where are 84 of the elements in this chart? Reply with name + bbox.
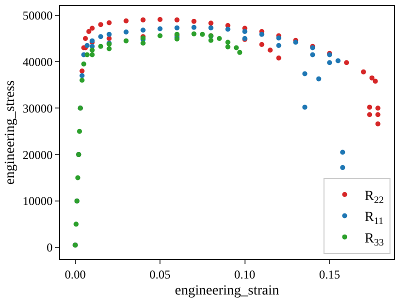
point xyxy=(302,104,308,110)
point xyxy=(86,29,92,34)
y-tick-label: 40000 xyxy=(22,54,53,69)
point xyxy=(140,17,146,22)
point xyxy=(106,46,112,52)
point xyxy=(140,28,146,33)
point xyxy=(74,222,79,227)
point xyxy=(191,31,196,36)
point xyxy=(158,26,163,32)
point xyxy=(340,150,346,155)
point xyxy=(124,18,129,24)
point xyxy=(268,48,273,53)
point xyxy=(367,104,372,110)
point xyxy=(84,42,90,48)
point xyxy=(372,78,378,84)
point xyxy=(208,25,214,30)
point xyxy=(276,42,282,48)
y-tick-label: 30000 xyxy=(22,101,53,116)
point xyxy=(80,78,85,83)
point xyxy=(225,26,230,32)
point xyxy=(80,68,85,74)
y-tick-label: 20000 xyxy=(22,148,53,162)
point xyxy=(191,24,196,30)
point xyxy=(316,76,322,82)
y-axis-title: engineering_stress xyxy=(3,80,18,185)
point xyxy=(216,36,222,41)
point xyxy=(106,20,112,26)
point xyxy=(80,73,85,78)
x-axis-title: engineering_strain xyxy=(174,284,280,299)
point xyxy=(225,40,230,45)
point xyxy=(302,71,308,76)
point xyxy=(75,175,80,180)
point xyxy=(98,44,104,49)
point xyxy=(90,48,95,53)
point xyxy=(90,52,95,58)
point xyxy=(344,60,350,66)
point xyxy=(375,112,380,118)
point xyxy=(81,62,86,67)
x-tick-label: 0.05 xyxy=(150,267,171,282)
point xyxy=(106,36,112,41)
point xyxy=(124,30,129,34)
point xyxy=(191,18,196,24)
point xyxy=(200,32,205,37)
legend-label: R$_{11}$ xyxy=(364,210,384,228)
point xyxy=(174,25,180,30)
point xyxy=(77,128,82,134)
point xyxy=(90,26,95,31)
point xyxy=(225,44,230,50)
point xyxy=(259,32,264,37)
legend-label: R$_{22}$ xyxy=(364,189,384,206)
point xyxy=(367,112,372,118)
point xyxy=(310,52,316,58)
point xyxy=(82,36,88,41)
legend-label: R$_{33}$ xyxy=(364,231,384,248)
point xyxy=(158,33,163,38)
point xyxy=(98,34,104,40)
point xyxy=(234,45,239,50)
point xyxy=(360,69,366,74)
point xyxy=(327,60,332,66)
point xyxy=(140,40,146,46)
point xyxy=(276,36,282,41)
point xyxy=(259,42,264,48)
point xyxy=(84,52,90,58)
point xyxy=(336,58,341,64)
point xyxy=(237,50,242,55)
point xyxy=(340,165,346,170)
point xyxy=(208,38,214,43)
point xyxy=(98,22,104,28)
y-tick-label: 0 xyxy=(46,240,53,255)
point xyxy=(124,38,129,44)
point xyxy=(158,16,163,22)
point xyxy=(106,32,112,37)
point xyxy=(375,121,380,126)
x-tick-label: 0.15 xyxy=(319,267,340,282)
y-tick-label: 10000 xyxy=(22,194,53,208)
point xyxy=(369,75,374,80)
point xyxy=(174,17,180,22)
x-tick-label: 0.00 xyxy=(64,267,86,282)
x-tick-label: 0.10 xyxy=(234,267,256,282)
y-tick-label: 50000 xyxy=(22,8,53,22)
point xyxy=(276,55,282,60)
point xyxy=(242,29,248,34)
point xyxy=(208,20,214,26)
point xyxy=(375,106,380,111)
